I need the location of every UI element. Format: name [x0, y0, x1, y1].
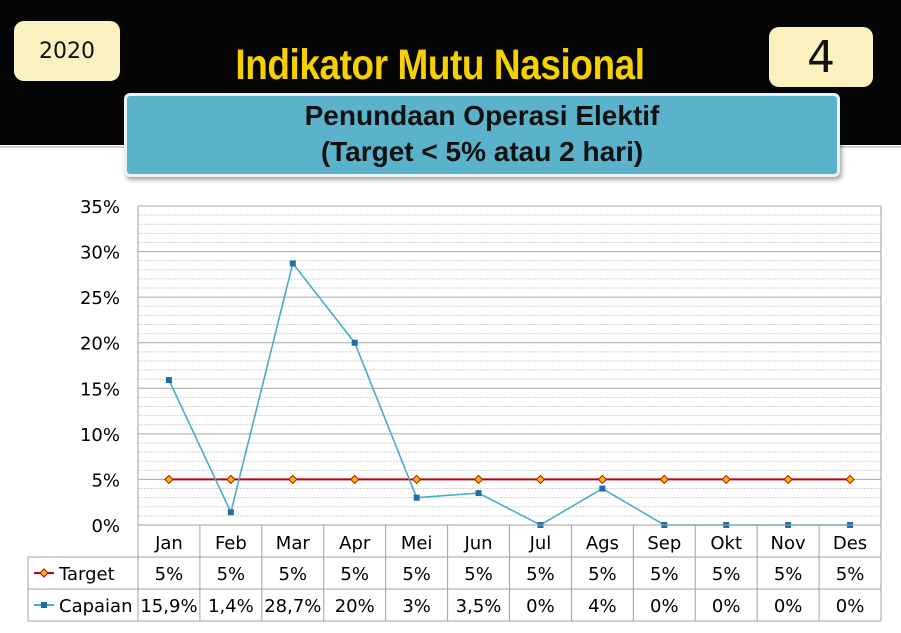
data-label: 5%: [464, 564, 493, 585]
subtitle-line-1: Penundaan Operasi Elektif: [304, 100, 660, 131]
x-category-label: Okt: [710, 533, 742, 554]
legend-marker-capaian: [41, 602, 47, 608]
x-category-label: Mar: [276, 533, 311, 554]
capaian-marker: [351, 339, 358, 346]
data-label: 4%: [588, 596, 617, 617]
x-category-label: Apr: [339, 533, 371, 554]
data-label: 5%: [650, 564, 679, 585]
data-label: 5%: [774, 564, 803, 585]
target-marker: [411, 474, 422, 485]
data-label: 0%: [836, 596, 865, 617]
data-label: 5%: [712, 564, 741, 585]
data-label: 5%: [526, 564, 555, 585]
data-label: 3,5%: [456, 596, 502, 617]
data-label: 5%: [279, 564, 308, 585]
data-label: 0%: [774, 596, 803, 617]
y-tick-label: 10%: [80, 425, 120, 446]
y-tick-label: 35%: [80, 197, 120, 218]
x-category-label: Sep: [647, 533, 681, 554]
target-marker: [164, 474, 174, 485]
data-label: 5%: [155, 564, 184, 585]
page-title: Indikator Mutu Nasional: [235, 41, 645, 89]
y-tick-label: 15%: [80, 379, 120, 400]
target-marker: [350, 474, 360, 485]
data-label: 0%: [712, 596, 741, 617]
data-label: 5%: [836, 564, 865, 585]
data-table: Jan Feb Mar Apr Mei Jun Jul Ags Sep Okt Nov Des Targ…: [27, 524, 882, 622]
capaian-marker: [289, 260, 296, 267]
target-marker: [845, 474, 855, 485]
data-label: 28,7%: [264, 596, 321, 617]
data-label: 1,4%: [208, 596, 254, 617]
target-marker: [659, 474, 669, 485]
legend-label-capaian: Capaian: [59, 596, 133, 617]
y-tick-label: 0%: [91, 516, 120, 537]
data-label: 0%: [526, 596, 555, 617]
gridlines: [138, 205, 881, 517]
data-label: 5%: [588, 564, 617, 585]
target-marker: [721, 474, 731, 485]
data-label: 20%: [335, 596, 375, 617]
target-marker: [288, 474, 298, 485]
x-category-label: Des: [833, 533, 867, 554]
x-category-label: Ags: [586, 533, 619, 554]
target-marker: [473, 474, 484, 485]
series-line-capaian: [168, 261, 851, 526]
capaian-marker: [165, 377, 172, 384]
target-marker: [783, 474, 793, 485]
subtitle-box: Penundaan Operasi Elektif (Target < 5% a…: [124, 93, 840, 177]
data-label: 5%: [217, 564, 246, 585]
x-category-label: Jun: [463, 533, 492, 554]
data-label: 15,9%: [140, 596, 197, 617]
x-category-label: Jul: [529, 533, 552, 554]
y-tick-label: 20%: [80, 334, 120, 355]
x-category-label: Mei: [401, 533, 433, 554]
subtitle-line-2: (Target < 5% atau 2 hari): [320, 136, 644, 167]
data-label: 5%: [402, 564, 431, 585]
x-category-label: Feb: [215, 533, 247, 554]
legend-label-target: Target: [58, 564, 115, 585]
target-marker: [226, 474, 236, 485]
capaian-marker: [413, 494, 420, 501]
capaian-marker: [227, 509, 234, 516]
data-label: 5%: [340, 564, 369, 585]
capaian-marker: [599, 485, 606, 492]
legend-marker-target: [39, 568, 49, 578]
target-marker: [535, 474, 546, 485]
series-lines: [164, 260, 855, 528]
indicator-number-badge: 4: [769, 27, 873, 87]
data-label: 0%: [650, 596, 679, 617]
x-category-label: Nov: [771, 533, 806, 554]
y-tick-label: 25%: [80, 288, 120, 309]
x-category-label: Jan: [154, 533, 183, 554]
y-tick-label: 30%: [80, 243, 120, 264]
capaian-marker: [475, 490, 482, 497]
data-label: 3%: [402, 596, 431, 617]
y-tick-label: 5%: [91, 470, 120, 491]
year-badge: 2020: [14, 21, 120, 81]
target-marker: [597, 474, 608, 485]
